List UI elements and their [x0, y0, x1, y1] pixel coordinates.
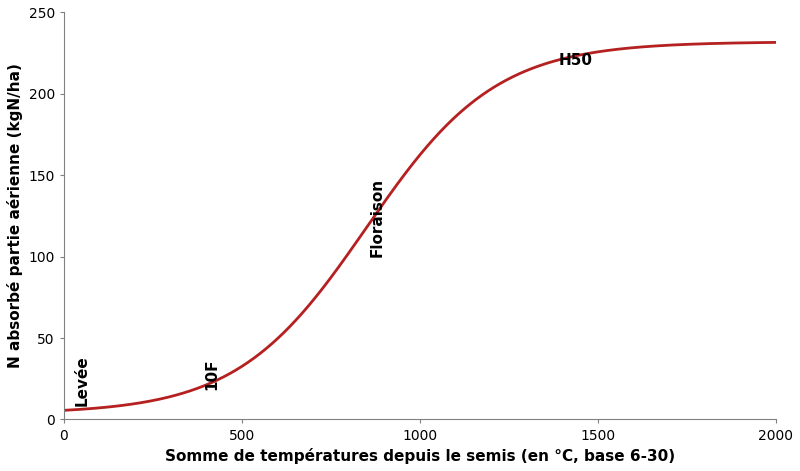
Text: Levée: Levée — [74, 356, 90, 406]
Text: Floraison: Floraison — [370, 178, 384, 257]
Y-axis label: N absorbé partie aérienne (kgN/ha): N absorbé partie aérienne (kgN/ha) — [7, 64, 23, 368]
Text: 10F: 10F — [205, 358, 219, 390]
Text: H50: H50 — [558, 53, 593, 68]
X-axis label: Somme de températures depuis le semis (en °C, base 6-30): Somme de températures depuis le semis (e… — [165, 448, 674, 464]
